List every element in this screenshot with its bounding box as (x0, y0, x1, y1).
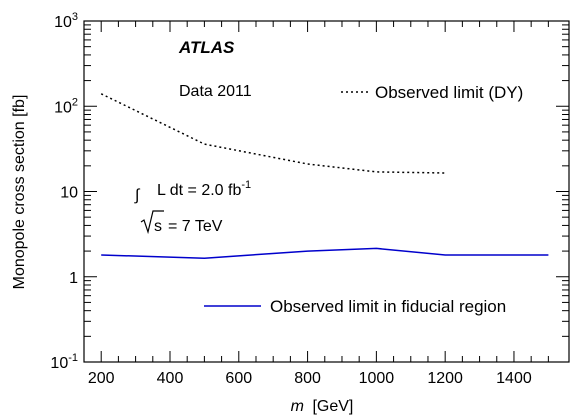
x-tick-label: 1400 (496, 370, 532, 387)
y-tick-label: 1 (69, 270, 78, 287)
series-group (100, 93, 549, 259)
y-tick-label: 102 (54, 96, 78, 116)
y-axis-label: Monopole cross section [fb] (11, 95, 28, 290)
energy-annotation: s = 7 TeV (140, 210, 223, 235)
x-tick-label: 800 (294, 370, 321, 387)
luminosity-label: L dt = 2.0 fb-1 (157, 179, 251, 199)
y-tick-label: 10-1 (50, 352, 78, 372)
x-axis-label-var: m (291, 398, 304, 415)
luminosity-annotation: ∫ L dt = 2.0 fb-1 (134, 179, 251, 204)
x-tick-label: 200 (88, 370, 115, 387)
x-axis: 200 400 600 800 1000 1200 1400 (88, 21, 549, 387)
x-tick-label: 400 (157, 370, 184, 387)
legend-dy: Observed limit (DY) (341, 83, 523, 102)
series-line-dy (100, 93, 446, 174)
integral-sign: ∫ (134, 187, 141, 204)
dataset-label: Data 2011 (179, 83, 252, 100)
x-axis-label-unit: [GeV] (312, 398, 353, 415)
x-tick-label: 1000 (359, 370, 395, 387)
y-tick-label: 10 (60, 185, 78, 202)
x-tick-label: 600 (225, 370, 252, 387)
x-axis-label: m [GeV] (291, 398, 354, 415)
energy-sqrt-var: s (154, 218, 162, 235)
series-line-fiducial (101, 247, 549, 259)
y-tick-label: 103 (54, 11, 78, 31)
x-tick-label: 1200 (427, 370, 463, 387)
y-axis: 10-1 1 10 102 103 (50, 11, 569, 372)
legend-fiducial: Observed limit in fiducial region (204, 297, 506, 316)
atlas-label: ATLAS (178, 38, 235, 57)
legend-fiducial-label: Observed limit in fiducial region (270, 297, 506, 316)
sqrt-icon (140, 210, 164, 235)
energy-label: = 7 TeV (168, 218, 223, 235)
legend-dy-label: Observed limit (DY) (375, 83, 523, 102)
